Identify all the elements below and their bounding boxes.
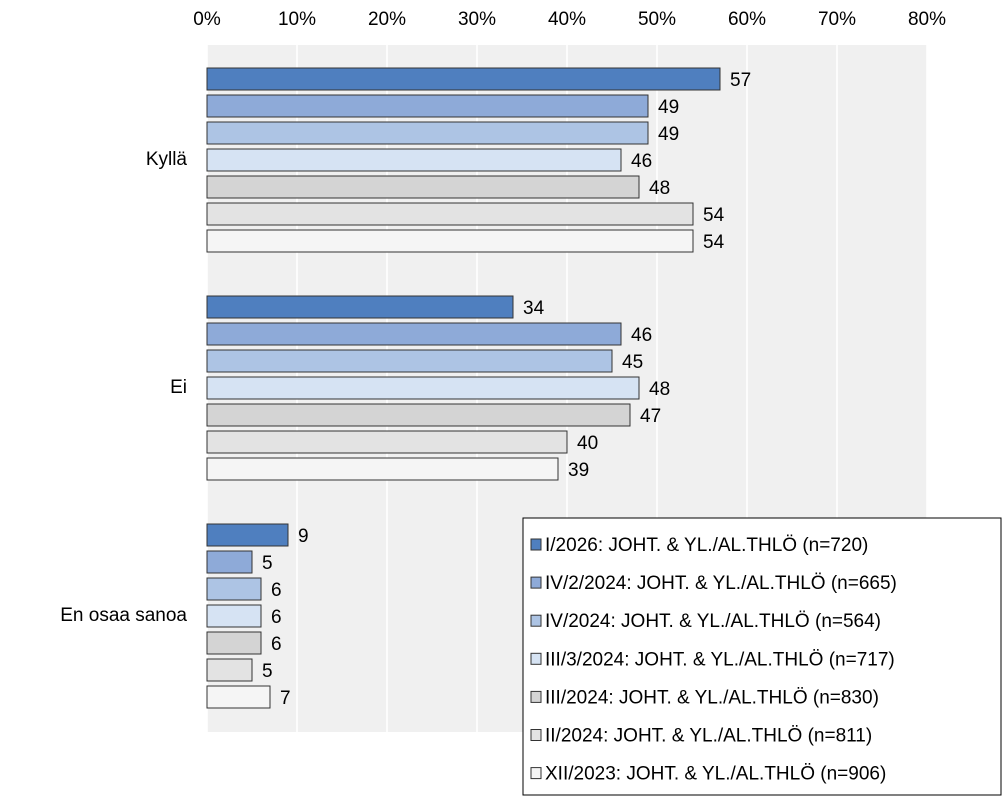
bar (206, 550, 253, 574)
bar (206, 295, 514, 319)
value-label: 6 (271, 607, 282, 628)
value-label: 40 (577, 433, 598, 454)
bar (206, 349, 613, 373)
legend-swatch (530, 690, 542, 703)
value-label: 57 (730, 70, 751, 91)
legend-label: I/2026: JOHT. & YL./AL.THLÖ (n=720) (545, 535, 868, 556)
bar (206, 658, 253, 682)
bar (206, 67, 721, 91)
bar (206, 94, 649, 118)
legend-swatch (530, 576, 542, 589)
x-tick-label: 60% (728, 9, 766, 30)
legend (522, 517, 1002, 796)
legend-label: II/2024: JOHT. & YL./AL.THLÖ (n=811) (545, 726, 872, 747)
legend-label: XII/2023: JOHT. & YL./AL.THLÖ (n=906) (545, 764, 886, 785)
bar (206, 403, 631, 427)
bar (206, 148, 622, 172)
legend-label: IV/2024: JOHT. & YL./AL.THLÖ (n=564) (545, 611, 881, 632)
value-label: 39 (568, 460, 589, 481)
value-label: 46 (631, 151, 652, 172)
legend-swatch (530, 729, 542, 741)
category-label: En osaa sanoa (60, 605, 187, 626)
x-tick-label: 30% (458, 9, 496, 30)
category-label: Ei (170, 377, 187, 398)
bar (206, 457, 559, 481)
value-label: 34 (523, 298, 545, 319)
x-tick-label: 40% (548, 9, 586, 30)
value-label: 9 (298, 526, 309, 547)
value-label: 49 (658, 97, 679, 118)
legend-swatch (530, 767, 542, 780)
bar (206, 121, 649, 145)
legend-swatch (530, 538, 542, 551)
value-label: 6 (271, 580, 282, 601)
value-label: 47 (640, 406, 661, 427)
bar (206, 523, 289, 547)
legend-label: III/3/2024: JOHT. & YL./AL.THLÖ (n=717) (545, 649, 895, 670)
bar (206, 685, 271, 709)
x-tick-label: 0% (193, 9, 221, 30)
bar (206, 229, 694, 253)
value-label: 6 (271, 634, 282, 655)
value-label: 54 (703, 205, 725, 226)
bar (206, 322, 622, 346)
x-tick-label: 70% (818, 9, 856, 30)
bar (206, 175, 640, 199)
bar (206, 604, 262, 628)
value-label: 5 (262, 661, 273, 682)
value-label: 48 (649, 178, 670, 199)
value-label: 46 (631, 325, 652, 346)
legend-label: IV/2/2024: JOHT. & YL./AL.THLÖ (n=665) (545, 573, 897, 594)
x-tick-label: 10% (278, 9, 316, 30)
legend-swatch (530, 614, 542, 627)
legend-label: III/2024: JOHT. & YL./AL.THLÖ (n=830) (545, 687, 879, 708)
bar (206, 631, 262, 655)
x-tick-label: 50% (638, 9, 676, 30)
category-label: Kyllä (146, 149, 188, 170)
x-tick-label: 20% (368, 9, 406, 30)
legend-swatch (530, 652, 542, 665)
value-label: 7 (280, 688, 291, 709)
bar (206, 577, 262, 601)
value-label: 54 (703, 232, 725, 253)
value-label: 45 (622, 352, 643, 373)
value-label: 5 (262, 553, 273, 574)
bar (206, 430, 568, 454)
bar (206, 376, 640, 400)
value-label: 48 (649, 379, 670, 400)
value-label: 49 (658, 124, 679, 145)
bar (206, 202, 694, 226)
x-tick-label: 80% (908, 9, 946, 30)
